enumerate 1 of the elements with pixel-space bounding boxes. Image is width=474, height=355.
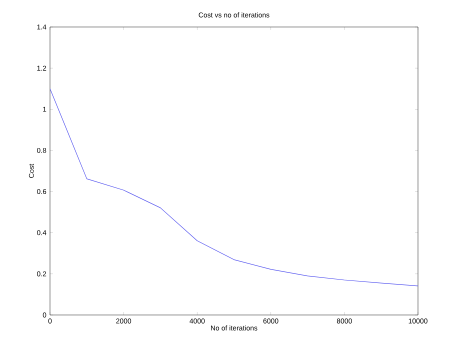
line-series — [50, 88, 418, 286]
